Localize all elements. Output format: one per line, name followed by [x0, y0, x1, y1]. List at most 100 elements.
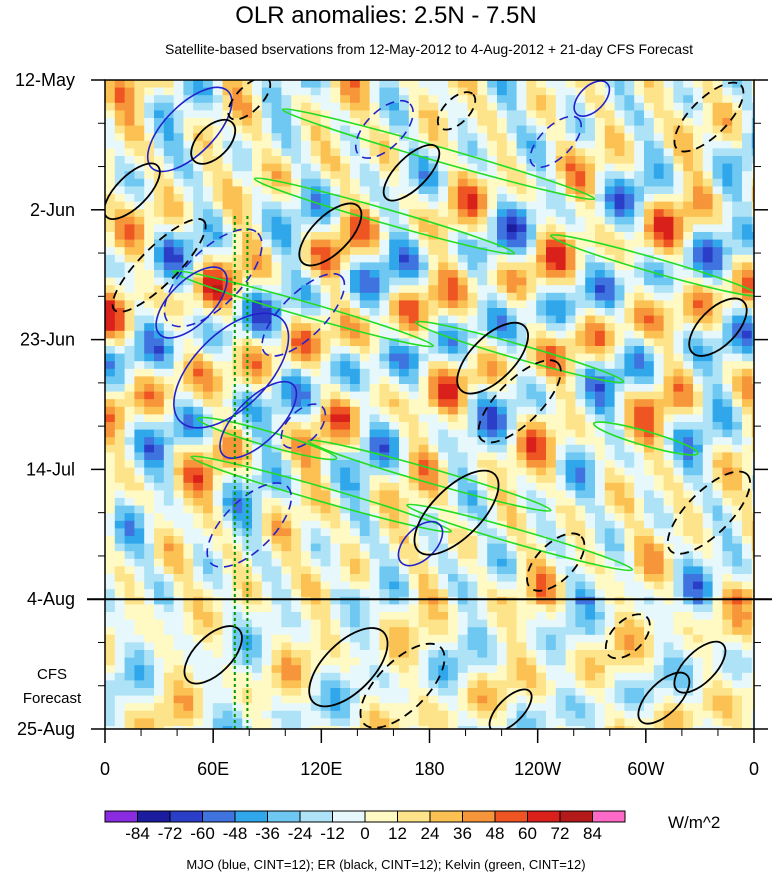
- heatmap-cell: [408, 87, 420, 96]
- heatmap-cell: [438, 642, 449, 651]
- heatmap-cell: [291, 513, 302, 522]
- heatmap-cell: [595, 209, 606, 218]
- heatmap-cell: [732, 125, 743, 134]
- heatmap-cell: [359, 125, 371, 134]
- heatmap-cell: [399, 315, 410, 324]
- heatmap-cell: [212, 262, 224, 271]
- heatmap-cell: [399, 589, 410, 598]
- heatmap-cell: [673, 414, 684, 423]
- heatmap-cell: [212, 125, 224, 134]
- heatmap-cell: [526, 505, 537, 514]
- heatmap-cell: [163, 80, 175, 89]
- heatmap-cell: [320, 80, 331, 89]
- heatmap-cell: [742, 232, 753, 241]
- heatmap-cell: [526, 353, 537, 362]
- heatmap-cell: [565, 482, 576, 491]
- heatmap-cell: [702, 384, 714, 393]
- heatmap-cell: [526, 444, 537, 453]
- heatmap-cell: [644, 148, 655, 157]
- heatmap-cell: [203, 87, 214, 96]
- heatmap-cell: [105, 475, 116, 484]
- heatmap-cell: [154, 292, 165, 301]
- heatmap-cell: [340, 467, 351, 476]
- heatmap-cell: [350, 604, 361, 613]
- heatmap-cell: [320, 194, 331, 203]
- heatmap-cell: [389, 171, 400, 180]
- heatmap-cell: [124, 589, 135, 598]
- heatmap-cell: [506, 460, 518, 469]
- heatmap-cell: [683, 543, 694, 552]
- heatmap-cell: [261, 498, 273, 507]
- heatmap-cell: [546, 467, 557, 476]
- heatmap-cell: [448, 460, 459, 469]
- heatmap-cell: [653, 125, 665, 134]
- heatmap-cell: [732, 406, 743, 415]
- heatmap-cell: [467, 558, 478, 567]
- heatmap-cell: [222, 444, 233, 453]
- heatmap-cell: [497, 452, 508, 461]
- heatmap-cell: [614, 368, 625, 377]
- heatmap-cell: [516, 163, 527, 172]
- heatmap-cell: [526, 118, 537, 127]
- heatmap-cell: [595, 581, 606, 590]
- heatmap-cell: [408, 581, 420, 590]
- heatmap-cell: [536, 285, 547, 294]
- heatmap-cell: [732, 330, 743, 339]
- heatmap-cell: [673, 528, 684, 537]
- heatmap-cell: [722, 270, 733, 279]
- heatmap-cell: [310, 171, 322, 180]
- heatmap-cell: [281, 140, 292, 149]
- heatmap-cell: [359, 323, 371, 332]
- heatmap-cell: [663, 634, 674, 643]
- heatmap-cell: [526, 384, 537, 393]
- heatmap-cell: [271, 376, 282, 385]
- heatmap-cell: [683, 482, 694, 491]
- heatmap-cell: [291, 444, 302, 453]
- heatmap-cell: [359, 209, 371, 218]
- heatmap-cell: [683, 444, 694, 453]
- heatmap-cell: [428, 391, 439, 400]
- heatmap-cell: [693, 315, 704, 324]
- heatmap-cell: [624, 194, 635, 203]
- heatmap-cell: [428, 346, 439, 355]
- heatmap-cell: [369, 209, 380, 218]
- heatmap-cell: [271, 627, 282, 636]
- heatmap-cell: [261, 209, 273, 218]
- heatmap-cell: [428, 95, 439, 104]
- heatmap-cell: [536, 551, 547, 560]
- heatmap-cell: [183, 194, 194, 203]
- heatmap-cell: [320, 505, 331, 514]
- heatmap-cell: [163, 209, 175, 218]
- heatmap-cell: [144, 361, 155, 370]
- heatmap-cell: [467, 376, 478, 385]
- heatmap-cell: [585, 277, 596, 286]
- heatmap-cell: [232, 627, 243, 636]
- heatmap-cell: [732, 270, 743, 279]
- heatmap-cell: [457, 414, 469, 423]
- heatmap-cell: [154, 156, 165, 165]
- heatmap-cell: [428, 232, 439, 241]
- heatmap-cell: [428, 437, 439, 446]
- heatmap-cell: [261, 330, 273, 339]
- heatmap-cell: [477, 346, 488, 355]
- heatmap-cell: [173, 452, 184, 461]
- heatmap-cell: [193, 209, 204, 218]
- heatmap-cell: [144, 133, 155, 142]
- heatmap-cell: [546, 384, 557, 393]
- heatmap-cell: [634, 300, 645, 309]
- heatmap-cell: [369, 292, 380, 301]
- heatmap-cell: [546, 558, 557, 567]
- heatmap-cell: [624, 148, 635, 157]
- heatmap-cell: [389, 574, 400, 583]
- heatmap-cell: [663, 414, 674, 423]
- heatmap-cell: [663, 95, 674, 104]
- heatmap-cell: [369, 346, 380, 355]
- heatmap-cell: [408, 429, 420, 438]
- heatmap-cell: [281, 460, 292, 469]
- heatmap-cell: [487, 338, 498, 347]
- heatmap-cell: [252, 558, 263, 567]
- heatmap-cell: [291, 163, 302, 172]
- heatmap-cell: [124, 543, 135, 552]
- heatmap-cell: [222, 346, 233, 355]
- heatmap-cell: [683, 148, 694, 157]
